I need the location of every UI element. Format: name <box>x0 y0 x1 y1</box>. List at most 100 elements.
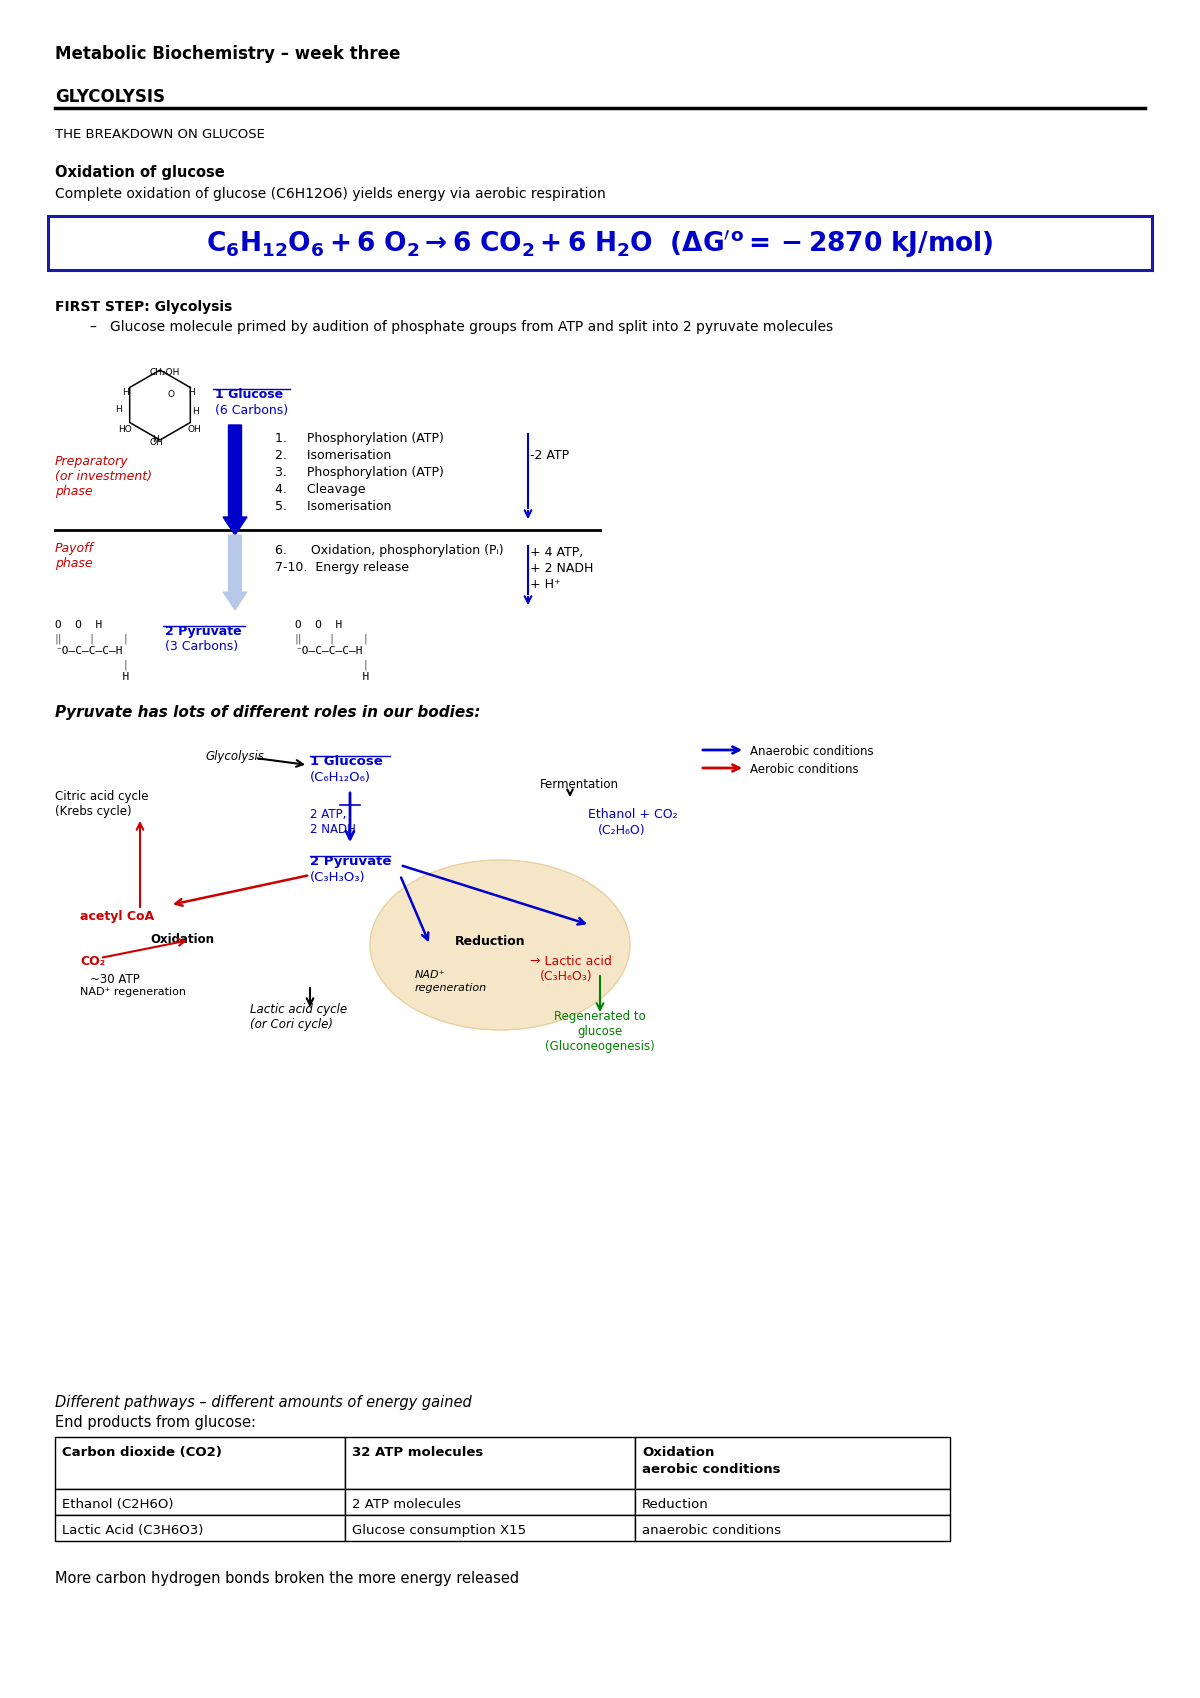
Text: (Gluconeogenesis): (Gluconeogenesis) <box>545 1039 655 1053</box>
Text: + H⁺: + H⁺ <box>530 577 560 591</box>
Bar <box>55 1437 346 1489</box>
Text: NAD⁺: NAD⁺ <box>415 970 445 980</box>
Text: End products from glucose:: End products from glucose: <box>55 1414 256 1430</box>
Text: (3 Carbons): (3 Carbons) <box>166 640 238 654</box>
Text: 5.     Isomerisation: 5. Isomerisation <box>275 499 391 513</box>
Text: ⁻O–C–C–C–H: ⁻O–C–C–C–H <box>55 645 122 655</box>
Text: Fermentation: Fermentation <box>540 778 619 791</box>
Bar <box>346 1515 635 1542</box>
Text: acetyl CoA: acetyl CoA <box>80 910 154 924</box>
Bar <box>55 1515 346 1542</box>
Text: 7-10.  Energy release: 7-10. Energy release <box>275 560 409 574</box>
Text: glucose: glucose <box>577 1026 623 1037</box>
Text: NAD⁺ regeneration: NAD⁺ regeneration <box>80 987 186 997</box>
Text: phase: phase <box>55 486 92 498</box>
Bar <box>635 1437 950 1489</box>
Text: 2 Pyruvate: 2 Pyruvate <box>166 625 241 638</box>
Text: ‖    |    |: ‖ | | <box>55 633 130 644</box>
Text: H: H <box>192 408 199 416</box>
Text: 2 Pyruvate: 2 Pyruvate <box>310 856 391 868</box>
Text: GLYCOLYSIS: GLYCOLYSIS <box>55 88 166 105</box>
Text: Ethanol + CO₂: Ethanol + CO₂ <box>588 808 678 822</box>
Text: regeneration: regeneration <box>415 983 487 993</box>
FancyArrow shape <box>223 535 247 610</box>
FancyBboxPatch shape <box>48 216 1152 270</box>
Text: H: H <box>152 435 158 443</box>
Text: (6 Carbons): (6 Carbons) <box>215 404 288 418</box>
FancyArrow shape <box>223 424 247 535</box>
Text: Regenerated to: Regenerated to <box>554 1010 646 1022</box>
Text: 1 Glucose: 1 Glucose <box>310 756 383 767</box>
Text: (or Cori cycle): (or Cori cycle) <box>250 1019 334 1031</box>
Text: O: O <box>168 391 175 399</box>
Text: Carbon dioxide (CO2): Carbon dioxide (CO2) <box>62 1447 222 1459</box>
Text: (C₂H₆O): (C₂H₆O) <box>598 824 646 837</box>
Text: Anaerobic conditions: Anaerobic conditions <box>750 745 874 757</box>
Text: → Lactic acid: → Lactic acid <box>530 954 612 968</box>
Text: Metabolic Biochemistry – week three: Metabolic Biochemistry – week three <box>55 46 401 63</box>
Bar <box>635 1515 950 1542</box>
Text: More carbon hydrogen bonds broken the more energy released: More carbon hydrogen bonds broken the mo… <box>55 1571 520 1586</box>
Text: (C₃H₃O₃): (C₃H₃O₃) <box>310 871 366 885</box>
Text: Ethanol (C2H6O): Ethanol (C2H6O) <box>62 1498 174 1511</box>
Text: 32 ATP molecules: 32 ATP molecules <box>352 1447 484 1459</box>
Bar <box>635 1489 950 1515</box>
Text: H: H <box>122 389 128 397</box>
Text: Pyruvate has lots of different roles in our bodies:: Pyruvate has lots of different roles in … <box>55 705 480 720</box>
Text: |: | <box>55 659 130 669</box>
Text: Glycolysis: Glycolysis <box>205 751 264 762</box>
Text: Lactic Acid (C3H6O3): Lactic Acid (C3H6O3) <box>62 1525 203 1537</box>
Text: 2 ATP,: 2 ATP, <box>310 808 347 822</box>
Text: ‖    |    |: ‖ | | <box>295 633 370 644</box>
Text: Oxidation: Oxidation <box>642 1447 714 1459</box>
Text: + 4 ATP,: + 4 ATP, <box>530 547 583 559</box>
Text: H: H <box>115 406 121 414</box>
Text: Reduction: Reduction <box>642 1498 709 1511</box>
Text: anaerobic conditions: anaerobic conditions <box>642 1525 781 1537</box>
Text: –   Glucose molecule primed by audition of phosphate groups from ATP and split i: – Glucose molecule primed by audition of… <box>90 319 833 335</box>
Text: $\mathbf{C_6H_{12}O_6 + 6\ O_2 \rightarrow 6\ CO_2 + 6\ H_2O}$$\mathbf{\ \ (\Del: $\mathbf{C_6H_{12}O_6 + 6\ O_2 \rightarr… <box>206 228 994 260</box>
Text: Oxidation: Oxidation <box>150 932 214 946</box>
Text: Complete oxidation of glucose (C6H12O6) yields energy via aerobic respiration: Complete oxidation of glucose (C6H12O6) … <box>55 187 606 200</box>
Text: CO₂: CO₂ <box>80 954 106 968</box>
Text: |: | <box>295 659 370 669</box>
Bar <box>55 1489 346 1515</box>
Text: (C₃H₆O₃): (C₃H₆O₃) <box>540 970 593 983</box>
Text: + 2 NADH: + 2 NADH <box>530 562 593 576</box>
Text: -2 ATP: -2 ATP <box>530 448 569 462</box>
Text: 1 Glucose: 1 Glucose <box>215 389 283 401</box>
Text: Payoff: Payoff <box>55 542 94 555</box>
Text: 2.     Isomerisation: 2. Isomerisation <box>275 448 391 462</box>
Text: Oxidation of glucose: Oxidation of glucose <box>55 165 224 180</box>
Text: Glucose consumption X15: Glucose consumption X15 <box>352 1525 526 1537</box>
Bar <box>346 1437 635 1489</box>
Text: Different pathways – different amounts of energy gained: Different pathways – different amounts o… <box>55 1396 472 1409</box>
Text: THE BREAKDOWN ON GLUCOSE: THE BREAKDOWN ON GLUCOSE <box>55 127 265 141</box>
Text: Aerobic conditions: Aerobic conditions <box>750 762 859 776</box>
Text: H: H <box>188 389 194 397</box>
Ellipse shape <box>370 859 630 1031</box>
Text: FIRST STEP: Glycolysis: FIRST STEP: Glycolysis <box>55 301 233 314</box>
Text: 6.      Oxidation, phosphorylation (Pᵢ): 6. Oxidation, phosphorylation (Pᵢ) <box>275 543 504 557</box>
Text: HO: HO <box>118 424 132 435</box>
Text: (C₆H₁₂O₆): (C₆H₁₂O₆) <box>310 771 371 784</box>
Text: phase: phase <box>55 557 92 571</box>
Text: aerobic conditions: aerobic conditions <box>642 1464 780 1476</box>
Text: 3.     Phosphorylation (ATP): 3. Phosphorylation (ATP) <box>275 465 444 479</box>
Text: H: H <box>55 672 130 683</box>
Text: O  O  H: O O H <box>295 620 342 630</box>
Text: 1.     Phosphorylation (ATP): 1. Phosphorylation (ATP) <box>275 431 444 445</box>
Text: ~30 ATP: ~30 ATP <box>90 973 139 987</box>
Text: Preparatory: Preparatory <box>55 455 128 469</box>
Text: CH₂OH: CH₂OH <box>150 368 180 377</box>
Text: OH: OH <box>150 438 163 447</box>
Text: (or investment): (or investment) <box>55 470 152 482</box>
Text: 2 ATP molecules: 2 ATP molecules <box>352 1498 461 1511</box>
Text: 4.     Cleavage: 4. Cleavage <box>275 482 366 496</box>
Bar <box>346 1489 635 1515</box>
Text: Lactic acid cycle: Lactic acid cycle <box>250 1004 347 1015</box>
Text: Citric acid cycle: Citric acid cycle <box>55 790 149 803</box>
Text: ⁻O–C–C–C–H: ⁻O–C–C–C–H <box>295 645 362 655</box>
Text: OH: OH <box>188 424 202 435</box>
Text: O  O  H: O O H <box>55 620 102 630</box>
